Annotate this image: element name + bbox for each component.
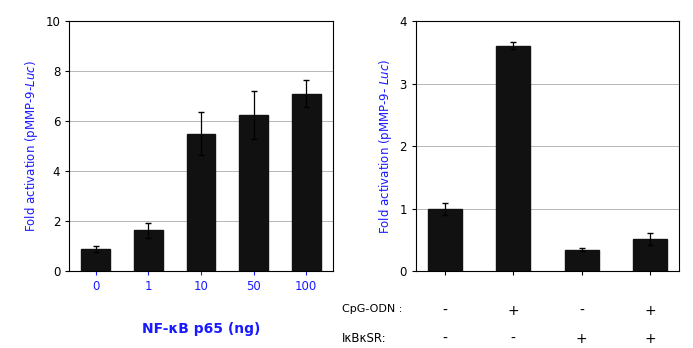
Y-axis label: Fold activation (pMMP-9-$\it{Luc}$): Fold activation (pMMP-9-$\it{Luc}$) — [23, 60, 40, 232]
Text: +: + — [644, 332, 656, 346]
Bar — [292, 94, 321, 271]
Text: CpG-ODN :: CpG-ODN : — [342, 304, 403, 314]
Bar — [134, 230, 163, 271]
Bar — [81, 249, 110, 271]
Text: -: - — [511, 332, 516, 346]
Y-axis label: Fold activation (pMMP-9- $\it{Luc}$): Fold activation (pMMP-9- $\it{Luc}$) — [377, 58, 394, 234]
Text: IκBκSR:: IκBκSR: — [342, 332, 387, 345]
Text: -: - — [442, 332, 447, 346]
Bar — [633, 239, 667, 271]
Text: +: + — [507, 304, 519, 318]
Text: -: - — [442, 304, 447, 318]
Bar — [565, 250, 599, 271]
Bar — [239, 115, 268, 271]
Text: -: - — [579, 304, 584, 318]
Bar — [186, 134, 216, 271]
Bar — [496, 46, 530, 271]
Bar — [428, 209, 462, 271]
Text: +: + — [644, 304, 656, 318]
Text: +: + — [576, 332, 588, 346]
Text: NF-κB p65 (ng): NF-κB p65 (ng) — [142, 322, 260, 335]
